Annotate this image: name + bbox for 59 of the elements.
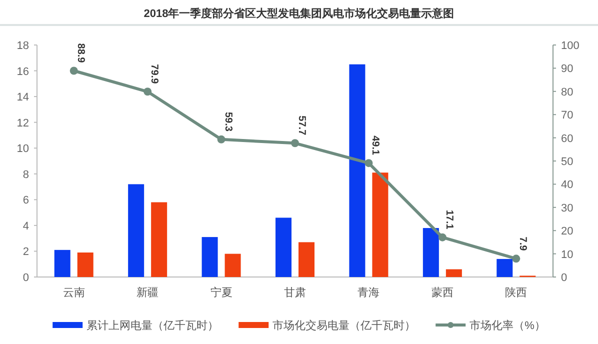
y-tick-label: 6 (22, 194, 29, 207)
x-tick-label: 蒙西 (431, 286, 454, 299)
y-tick-label: 0 (22, 272, 29, 284)
y-tick-label: 8 (22, 168, 29, 181)
y-tick-label: 16 (16, 66, 29, 78)
y-tick-label: 14 (16, 92, 29, 104)
data-label: 7.9 (517, 236, 528, 252)
y2-tick-label: 20 (561, 226, 574, 238)
y2-tick-label: 90 (561, 63, 574, 76)
x-tick-label: 云南 (62, 286, 85, 299)
point (512, 254, 520, 263)
data-label: 17.1 (443, 210, 454, 230)
data-label: 79.9 (148, 64, 160, 84)
bar (298, 242, 314, 277)
bar (151, 202, 168, 277)
y2-tick-label: 30 (561, 202, 574, 214)
y-tick-label: 12 (16, 117, 29, 130)
y-tick-label: 10 (16, 143, 29, 156)
bar (446, 269, 462, 277)
y-tick-label: 2 (22, 246, 29, 258)
y2-tick-label: 40 (561, 179, 574, 192)
y2-tick-label: 80 (561, 86, 574, 98)
bar (202, 237, 218, 277)
bar (54, 250, 70, 277)
bar (372, 172, 388, 277)
y2-tick-label: 50 (561, 156, 574, 168)
x-tick-label: 青海 (358, 286, 380, 299)
bar (77, 252, 94, 277)
x-tick-label: 新疆 (136, 286, 159, 299)
y-tick-label: 18 (16, 40, 29, 52)
data-label: 88.9 (74, 43, 86, 64)
bar (224, 254, 241, 277)
legend-label: 累计上网电量（亿千瓦时） (86, 319, 219, 332)
point (438, 233, 446, 242)
y2-tick-label: 70 (561, 110, 574, 122)
legend-label: 市场化率（%） (470, 319, 546, 332)
y-tick-label: 4 (22, 220, 29, 232)
data-label: 59.3 (222, 112, 234, 132)
x-tick-label: 甘肃 (284, 286, 306, 299)
bar (496, 258, 513, 277)
bar (128, 184, 144, 277)
x-tick-label: 宁夏 (210, 286, 232, 299)
point (217, 135, 226, 144)
y2-tick-label: 0 (561, 272, 568, 284)
point (70, 66, 78, 75)
bar (349, 64, 366, 277)
point (364, 159, 373, 168)
legend-label: 市场化交易电量（亿千瓦时） (272, 319, 416, 332)
y2-tick-label: 10 (561, 248, 574, 261)
y2-tick-label: 60 (561, 132, 574, 145)
data-label: 57.7 (296, 116, 307, 136)
x-tick-label: 陕西 (505, 287, 528, 299)
y2-tick-label: 100 (561, 40, 580, 52)
point (291, 139, 299, 148)
bar (422, 228, 439, 277)
chart-title: 2018年一季度部分省区大型发电集团风电市场化交易电量示意图 (144, 7, 454, 20)
data-label: 49.1 (370, 136, 381, 156)
bar (276, 218, 292, 277)
point (144, 88, 152, 96)
